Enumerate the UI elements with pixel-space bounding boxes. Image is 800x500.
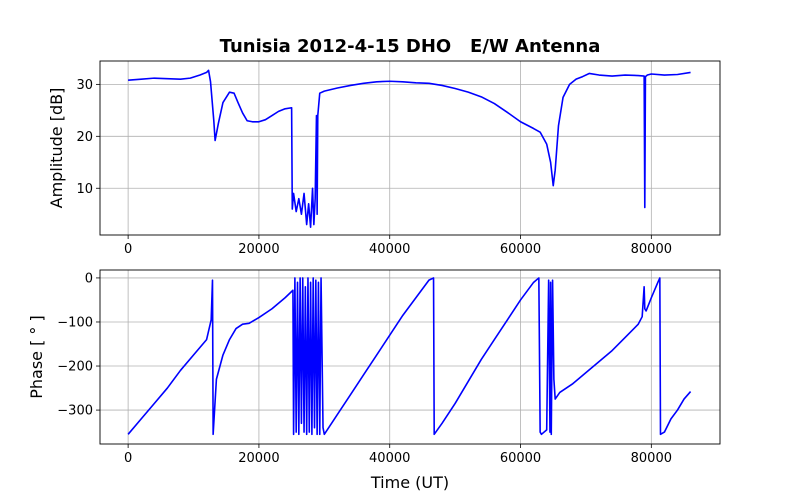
y-tick-label: −300 <box>57 404 93 419</box>
y-tick-label: 0 <box>85 271 93 286</box>
x-tick-label: 0 <box>124 242 132 257</box>
series-line <box>127 277 692 436</box>
axes-frame <box>99 60 721 236</box>
x-tick-label: 20000 <box>238 451 279 466</box>
x-tick-label: 60000 <box>500 451 541 466</box>
chart-title: Tunisia 2012-4-15 DHO E/W Antenna <box>220 36 601 57</box>
x-tick-label: 60000 <box>500 242 541 257</box>
x-tick-label: 80000 <box>631 242 672 257</box>
y-tick-label: 10 <box>76 182 93 197</box>
x-tick-label: 40000 <box>369 242 410 257</box>
x-axis-label: Time (UT) <box>370 473 449 492</box>
y-tick-label: −200 <box>57 360 93 375</box>
amplitude-y-axis-label: Amplitude [dB] <box>47 88 66 209</box>
y-tick-label: −100 <box>57 315 93 330</box>
series-line <box>128 69 691 229</box>
y-tick-label: 30 <box>76 78 93 93</box>
phase-y-axis-label: Phase [ ° ] <box>27 315 46 399</box>
phase-panel: 0 20000 40000 60000 80000 0 −100 −200 −300 <box>57 269 721 466</box>
x-tick-label: 40000 <box>369 451 410 466</box>
x-tick-label: 20000 <box>238 242 279 257</box>
x-tick-label: 0 <box>124 451 132 466</box>
amplitude-panel: 0 20000 40000 60000 80000 10 20 30 <box>76 60 721 257</box>
axes-frame <box>99 269 721 445</box>
x-tick-label: 80000 <box>631 451 672 466</box>
y-tick-label: 20 <box>76 130 93 145</box>
